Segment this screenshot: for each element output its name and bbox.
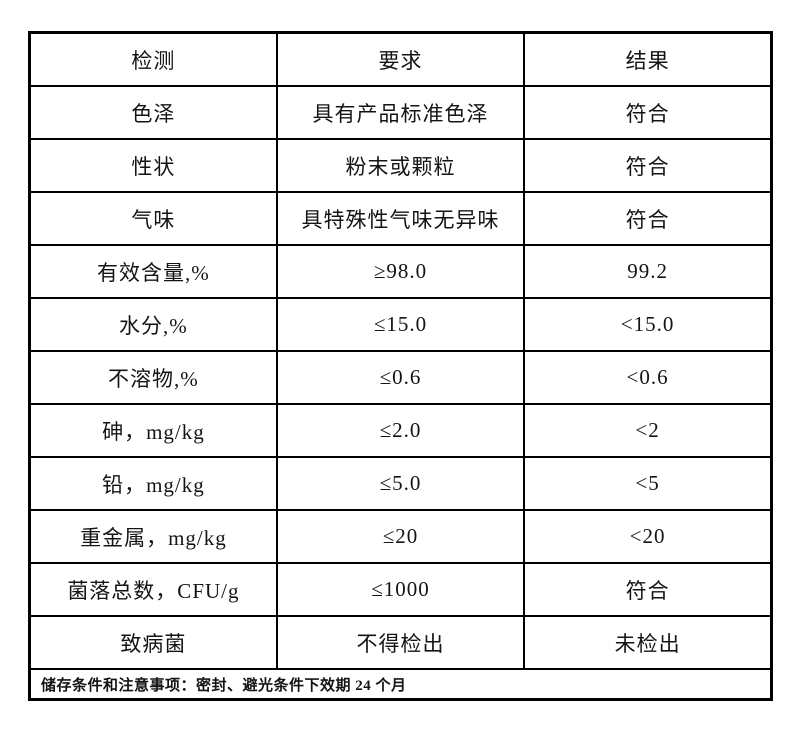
footer-row: 储存条件和注意事项：密封、避光条件下效期 24 个月 [28, 668, 773, 701]
cell-result: 符合 [523, 562, 773, 617]
cell-requirement: ≤20 [275, 509, 526, 564]
cell-test-item: 色泽 [28, 85, 278, 140]
cell-result: 未检出 [523, 615, 773, 670]
cell-requirement: ≤1000 [275, 562, 526, 617]
inspection-spec-sheet: 检测 要求 结果 色泽 具有产品标准色泽 符合 性状 粉末或颗粒 符合 气味 具… [28, 31, 773, 701]
table-row: 致病菌 不得检出 未检出 [28, 615, 773, 670]
table-row: 不溶物,% ≤0.6 <0.6 [28, 350, 773, 405]
table-row: 有效含量,% ≥98.0 99.2 [28, 244, 773, 299]
table-row: 气味 具特殊性气味无异味 符合 [28, 191, 773, 246]
cell-requirement: ≥98.0 [275, 244, 526, 299]
cell-result: <2 [523, 403, 773, 458]
cell-test-item: 砷，mg/kg [28, 403, 278, 458]
storage-conditions-note: 储存条件和注意事项：密封、避光条件下效期 24 个月 [28, 668, 773, 701]
column-header-result: 结果 [523, 31, 773, 87]
inspection-table: 检测 要求 结果 色泽 具有产品标准色泽 符合 性状 粉末或颗粒 符合 气味 具… [28, 31, 773, 701]
table-row: 水分,% ≤15.0 <15.0 [28, 297, 773, 352]
table-row: 砷，mg/kg ≤2.0 <2 [28, 403, 773, 458]
table-row: 性状 粉末或颗粒 符合 [28, 138, 773, 193]
cell-test-item: 水分,% [28, 297, 278, 352]
table-row: 铅，mg/kg ≤5.0 <5 [28, 456, 773, 511]
column-header-requirement: 要求 [275, 31, 526, 87]
table-row: 色泽 具有产品标准色泽 符合 [28, 85, 773, 140]
cell-requirement: 具特殊性气味无异味 [275, 191, 526, 246]
cell-result: 符合 [523, 85, 773, 140]
cell-result: <0.6 [523, 350, 773, 405]
cell-test-item: 重金属，mg/kg [28, 509, 278, 564]
cell-test-item: 有效含量,% [28, 244, 278, 299]
cell-result: 符合 [523, 138, 773, 193]
cell-test-item: 致病菌 [28, 615, 278, 670]
cell-result: 符合 [523, 191, 773, 246]
table-row: 菌落总数，CFU/g ≤1000 符合 [28, 562, 773, 617]
cell-requirement: ≤2.0 [275, 403, 526, 458]
cell-test-item: 性状 [28, 138, 278, 193]
cell-requirement: ≤5.0 [275, 456, 526, 511]
cell-requirement: 具有产品标准色泽 [275, 85, 526, 140]
cell-result: <5 [523, 456, 773, 511]
cell-test-item: 不溶物,% [28, 350, 278, 405]
cell-requirement: ≤15.0 [275, 297, 526, 352]
cell-result: 99.2 [523, 244, 773, 299]
cell-requirement: 粉末或颗粒 [275, 138, 526, 193]
header-row: 检测 要求 结果 [28, 31, 773, 87]
cell-result: <15.0 [523, 297, 773, 352]
cell-test-item: 菌落总数，CFU/g [28, 562, 278, 617]
cell-requirement: ≤0.6 [275, 350, 526, 405]
cell-result: <20 [523, 509, 773, 564]
column-header-test: 检测 [28, 31, 278, 87]
cell-test-item: 气味 [28, 191, 278, 246]
cell-requirement: 不得检出 [275, 615, 526, 670]
cell-test-item: 铅，mg/kg [28, 456, 278, 511]
table-row: 重金属，mg/kg ≤20 <20 [28, 509, 773, 564]
